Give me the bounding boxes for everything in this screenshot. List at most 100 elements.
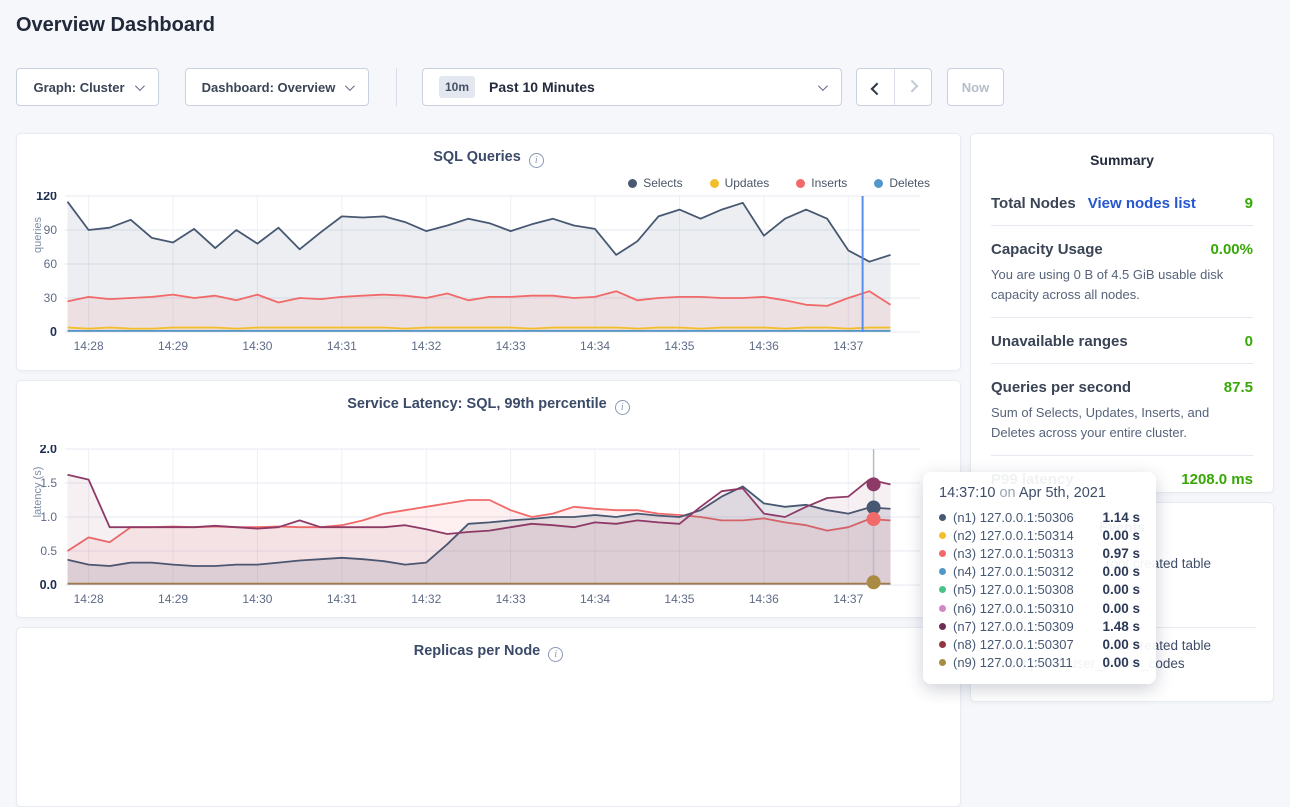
view-nodes-list-link[interactable]: View nodes list [1087,195,1196,212]
chevron-down-icon [345,80,356,91]
svg-text:14:35: 14:35 [664,339,694,353]
chart-hover-tooltip: 14:37:10 on Apr 5th, 2021 (n1) 127.0.0.1… [923,472,1156,684]
total-nodes-label: Total Nodes [991,195,1076,212]
unavailable-value: 0 [1244,333,1253,350]
qps-desc: Sum of Selects, Updates, Inserts, and De… [991,405,1210,440]
series-dot [874,178,884,188]
time-step-buttons [856,68,932,106]
info-icon[interactable]: i [548,647,564,662]
capacity-label: Capacity Usage [991,241,1103,258]
page-title: Overview Dashboard [16,14,215,36]
svg-text:90: 90 [44,223,58,237]
tooltip-node-label: (n3) 127.0.0.1:50313 [953,545,1074,561]
tooltip-row: (n2) 127.0.0.1:50314 0.00 s [939,526,1140,544]
summary-row-unavailable: Unavailable ranges 0 [991,318,1253,364]
tooltip-node-value: 0.00 s [1102,636,1140,652]
time-range-picker[interactable]: 10m Past 10 Minutes [422,68,842,106]
dashboard-dropdown[interactable]: Dashboard: Overview [185,68,369,106]
chart-title: Service Latency: SQL, 99th percentile [347,396,607,412]
sql-queries-chart-card: SQL Queries i Selects Updates Inserts Del… [16,133,961,371]
summary-row-capacity: Capacity Usage 0.00% You are using 0 B o… [991,226,1253,318]
series-dot [939,513,946,521]
tooltip-node-label: (n4) 127.0.0.1:50312 [953,564,1074,580]
svg-text:14:29: 14:29 [158,592,188,606]
sql-queries-plot[interactable]: 14:28 14:29 14:30 14:31 14:32 14:33 14:34 14:35… [17,192,930,360]
svg-text:14:33: 14:33 [496,339,526,353]
svg-text:14:31: 14:31 [327,339,357,353]
qps-label: Queries per second [991,379,1132,396]
svg-text:120: 120 [36,192,57,203]
tooltip-time: 14:37:10 [939,485,996,501]
y-axis-label: queries [32,216,44,254]
svg-text:14:30: 14:30 [242,592,272,606]
svg-text:30: 30 [44,291,58,305]
series-dot [709,178,719,188]
svg-text:14:34: 14:34 [580,592,610,606]
now-button[interactable]: Now [947,68,1004,106]
tooltip-node-label: (n8) 127.0.0.1:50307 [953,636,1074,652]
tooltip-node-value: 1.48 s [1102,618,1140,634]
tooltip-node-label: (n1) 127.0.0.1:50306 [953,509,1074,525]
tooltip-timestamp: 14:37:10 on Apr 5th, 2021 [939,485,1140,501]
svg-text:0: 0 [50,325,57,339]
tooltip-row: (n8) 127.0.0.1:50307 0.00 s [939,635,1140,653]
tooltip-node-value: 0.00 s [1102,564,1140,580]
tooltip-node-value: 1.14 s [1102,509,1140,525]
series-dot [939,586,946,594]
svg-text:14:32: 14:32 [411,339,441,353]
series-dot [939,549,946,557]
p99-value: 1208.0 ms [1181,471,1253,488]
dashboard-dropdown-label: Dashboard: Overview [201,79,336,95]
tooltip-node-label: (n7) 127.0.0.1:50309 [953,618,1074,634]
replicas-per-node-chart-card: Replicas per Node i [16,627,961,807]
range-badge: 10m [439,76,476,98]
svg-text:14:34: 14:34 [580,339,610,353]
info-icon[interactable]: i [528,153,544,168]
svg-text:14:30: 14:30 [242,339,272,353]
capacity-desc: You are using 0 B of 4.5 GiB usable disk… [991,267,1224,302]
tooltip-node-value: 0.00 s [1102,527,1140,543]
summary-title: Summary [1090,152,1154,168]
graph-dropdown[interactable]: Graph: Cluster [16,68,159,106]
tooltip-node-label: (n5) 127.0.0.1:50308 [953,582,1074,598]
legend-label: Updates [724,176,770,190]
svg-text:14:35: 14:35 [664,592,694,606]
qps-value: 87.5 [1223,379,1253,396]
info-icon[interactable]: i [614,400,630,415]
chevron-down-icon [817,80,828,91]
legend-label: Inserts [811,176,848,190]
svg-text:2.0: 2.0 [40,445,57,456]
capacity-value: 0.00% [1210,241,1253,258]
svg-text:14:32: 14:32 [411,592,441,606]
svg-text:14:29: 14:29 [158,339,188,353]
series-dot [939,531,946,539]
series-dot [939,659,946,667]
tooltip-row: (n7) 127.0.0.1:50309 1.48 s [939,617,1140,635]
chart-title-row: SQL Queries i [17,134,960,168]
tooltip-node-label: (n2) 127.0.0.1:50314 [953,527,1074,543]
dashboard-controls: Graph: Cluster Dashboard: Overview 10m P… [16,68,1274,106]
legend-item-inserts[interactable]: Inserts [796,176,847,190]
y-axis-label: latency (s) [32,466,44,518]
legend-item-selects[interactable]: Selects [628,176,683,190]
service-latency-plot[interactable]: 14:28 14:29 14:30 14:31 14:32 14:33 14:34 14:35… [17,445,930,613]
svg-text:14:28: 14:28 [74,339,104,353]
summary-row-total-nodes: Total Nodes View nodes list 9 [991,180,1253,226]
legend-item-deletes[interactable]: Deletes [874,176,930,190]
controls-divider [396,68,397,106]
svg-text:1.0: 1.0 [40,510,57,524]
legend-item-updates[interactable]: Updates [709,176,770,190]
svg-text:0.0: 0.0 [40,578,57,592]
chevron-right-icon [905,79,918,92]
svg-text:1.5: 1.5 [40,476,57,490]
prev-time-button[interactable] [857,69,894,105]
series-dot [628,178,638,188]
series-dot [796,178,806,188]
tooltip-node-value: 0.00 s [1102,582,1140,598]
summary-panel: Summary Total Nodes View nodes list 9 Ca… [970,133,1274,493]
svg-text:14:37: 14:37 [833,592,863,606]
tooltip-row: (n3) 127.0.0.1:50313 0.97 s [939,544,1140,562]
series-dot [939,640,946,648]
tooltip-row: (n5) 127.0.0.1:50308 0.00 s [939,581,1140,599]
next-time-button[interactable] [894,69,931,105]
